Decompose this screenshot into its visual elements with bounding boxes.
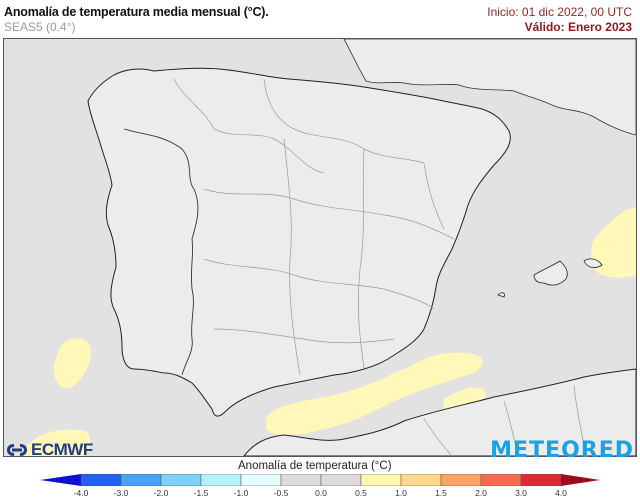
portugal-border	[123, 128, 199, 376]
tick: -3.0	[113, 488, 129, 498]
anomaly-areas	[24, 207, 636, 456]
valid-date: Válido: Enero 2023	[524, 20, 632, 34]
tick: 1.0	[395, 488, 407, 498]
anomaly-map	[3, 38, 637, 457]
tick: 2.0	[475, 488, 487, 498]
map-title: Anomalía de temperatura media mensual (°…	[4, 5, 269, 19]
init-date: Inicio: 01 dic 2022, 00 UTC	[487, 5, 632, 19]
colorbar	[40, 474, 600, 486]
tick: -1.5	[193, 488, 209, 498]
tick: -2.0	[153, 488, 169, 498]
iberia-landmass	[87, 67, 511, 417]
france-landmass	[343, 39, 636, 136]
tick: -0.5	[273, 488, 289, 498]
tick: -1.0	[233, 488, 249, 498]
north-africa-landmass	[243, 368, 636, 456]
tick: 3.0	[515, 488, 527, 498]
colorbar-ticks: -4.0 -3.0 -2.0 -1.5 -1.0 -0.5 0.0 0.5 1.…	[0, 488, 640, 499]
tick: -4.0	[73, 488, 89, 498]
tick: 0.0	[315, 488, 327, 498]
meteored-logo: METEORED	[490, 438, 634, 463]
region-borders	[173, 78, 455, 376]
ecmwf-logo: ECMWF	[6, 440, 93, 460]
model-subtitle: SEAS5 (0.4°)	[4, 20, 76, 34]
ecmwf-text: ECMWF	[31, 440, 93, 459]
tick: 0.5	[355, 488, 367, 498]
tick: 4.0	[555, 488, 567, 498]
colorbar-title: Anomalía de temperatura (°C)	[238, 460, 392, 472]
ecmwf-mark-icon	[6, 443, 28, 457]
map-canvas	[24, 39, 636, 456]
balearic-islands	[497, 258, 603, 298]
tick: 1.5	[435, 488, 447, 498]
